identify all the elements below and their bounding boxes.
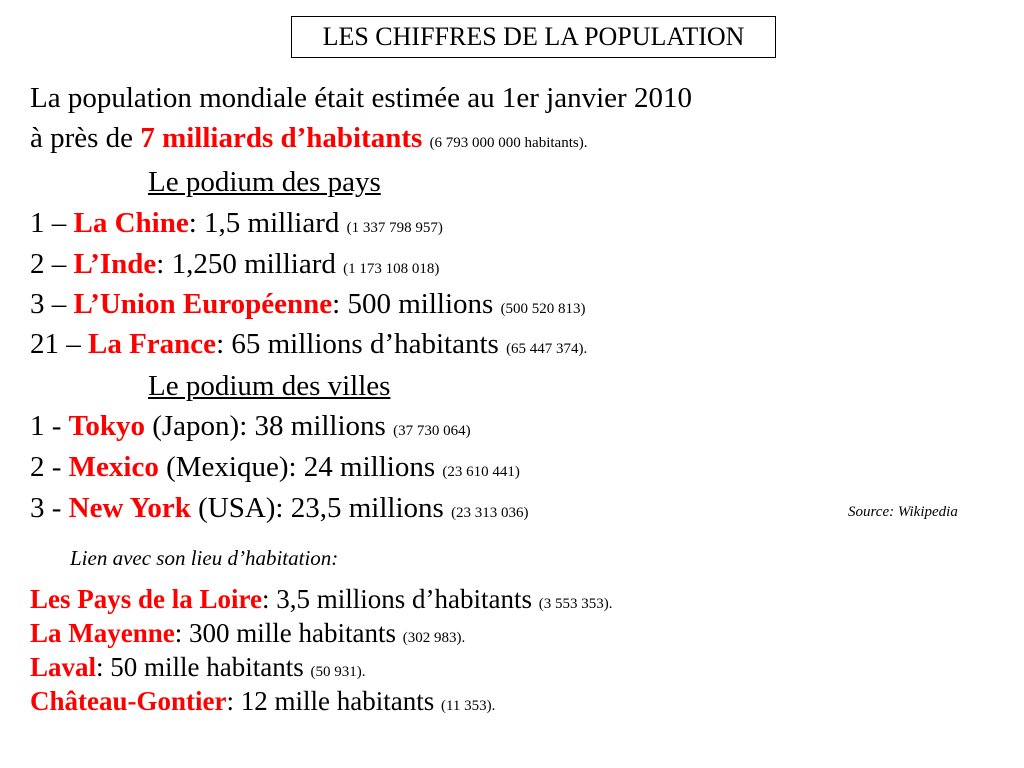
city-name: Mexico [68,451,159,483]
country-row: 2 – L’Inde: 1,250 milliard (1 173 108 01… [30,250,439,279]
local-row: La Mayenne: 300 mille habitants (302 983… [30,620,465,647]
city-value: (Mexique): 24 millions [158,451,443,483]
city-rank: 2 - [30,451,69,483]
intro-highlight: 7 milliards d’habitants [140,122,423,154]
source-note: Source: Wikipedia [848,504,958,520]
slide-title: LES CHIFFRES DE LA POPULATION [291,16,776,58]
local-row: Les Pays de la Loire: 3,5 millions d’hab… [30,586,613,613]
country-detail: (65 447 374). [506,341,588,357]
local-detail: (302 983). [402,630,466,646]
city-value: (Japon): 38 millions [144,410,394,442]
country-rank: 1 – [30,207,74,239]
country-name: L’Inde [73,248,157,280]
country-value: : 1,5 milliard [188,207,347,239]
city-rank: 3 - [30,492,69,524]
country-row: 1 – La Chine: 1,5 milliard (1 337 798 95… [30,209,443,238]
country-name: La France [88,328,217,360]
intro-sep [422,122,429,154]
local-detail: (11 353). [440,698,496,714]
local-heading: Lien avec son lieu d’habitation: [70,546,339,570]
country-row: 21 – La France: 65 millions d’habitants … [30,330,587,359]
local-name: Laval [30,652,97,682]
city-value: (USA): 23,5 millions [190,492,452,524]
local-value: : 12 mille habitants [226,686,441,716]
intro-text-1: La population mondiale était estimée au … [30,82,692,114]
local-row: Laval: 50 mille habitants (50 931). [30,654,366,681]
intro-prefix: à près de [30,122,141,154]
cities-heading: Le podium des villes [148,370,391,402]
intro-line-1: La population mondiale était estimée au … [30,84,692,113]
intro-line-2: à près de 7 milliards d’habitants (6 793… [30,124,587,153]
local-name: La Mayenne [30,618,175,648]
country-detail: (1 337 798 957) [346,220,443,236]
city-detail: (37 730 064) [393,423,471,439]
country-value: : 500 millions [332,288,501,320]
local-value: : 3,5 millions d’habitants [262,584,539,614]
city-row: 1 - Tokyo (Japon): 38 millions (37 730 0… [30,412,471,441]
country-rank: 2 – [30,248,74,280]
country-name: La Chine [73,207,189,239]
local-value: : 50 mille habitants [96,652,311,682]
local-detail: (50 931). [310,664,366,680]
country-name: L’Union Européenne [73,288,333,320]
local-name: Les Pays de la Loire [30,584,262,614]
intro-detail: (6 793 000 000 habitants). [429,135,588,151]
local-value: : 300 mille habitants [174,618,403,648]
city-row: 2 - Mexico (Mexique): 24 millions (23 61… [30,453,520,482]
country-detail: (1 173 108 018) [343,261,440,277]
local-row: Château-Gontier: 12 mille habitants (11 … [30,688,495,715]
countries-heading: Le podium des pays [148,166,381,198]
country-row: 3 – L’Union Européenne: 500 millions (50… [30,290,586,319]
city-detail: (23 313 036) [451,505,529,521]
local-name: Château-Gontier [30,686,227,716]
country-rank: 3 – [30,288,74,320]
country-value: : 1,250 milliard [156,248,344,280]
city-row: 3 - New York (USA): 23,5 millions (23 31… [30,494,529,523]
country-detail: (500 520 813) [500,301,586,317]
country-value: : 65 millions d’habitants [216,328,507,360]
country-rank: 21 – [30,328,88,360]
city-name: Tokyo [68,410,145,442]
city-rank: 1 - [30,410,69,442]
local-detail: (3 553 353). [538,596,613,612]
city-name: New York [68,492,191,524]
city-detail: (23 610 441) [442,464,520,480]
